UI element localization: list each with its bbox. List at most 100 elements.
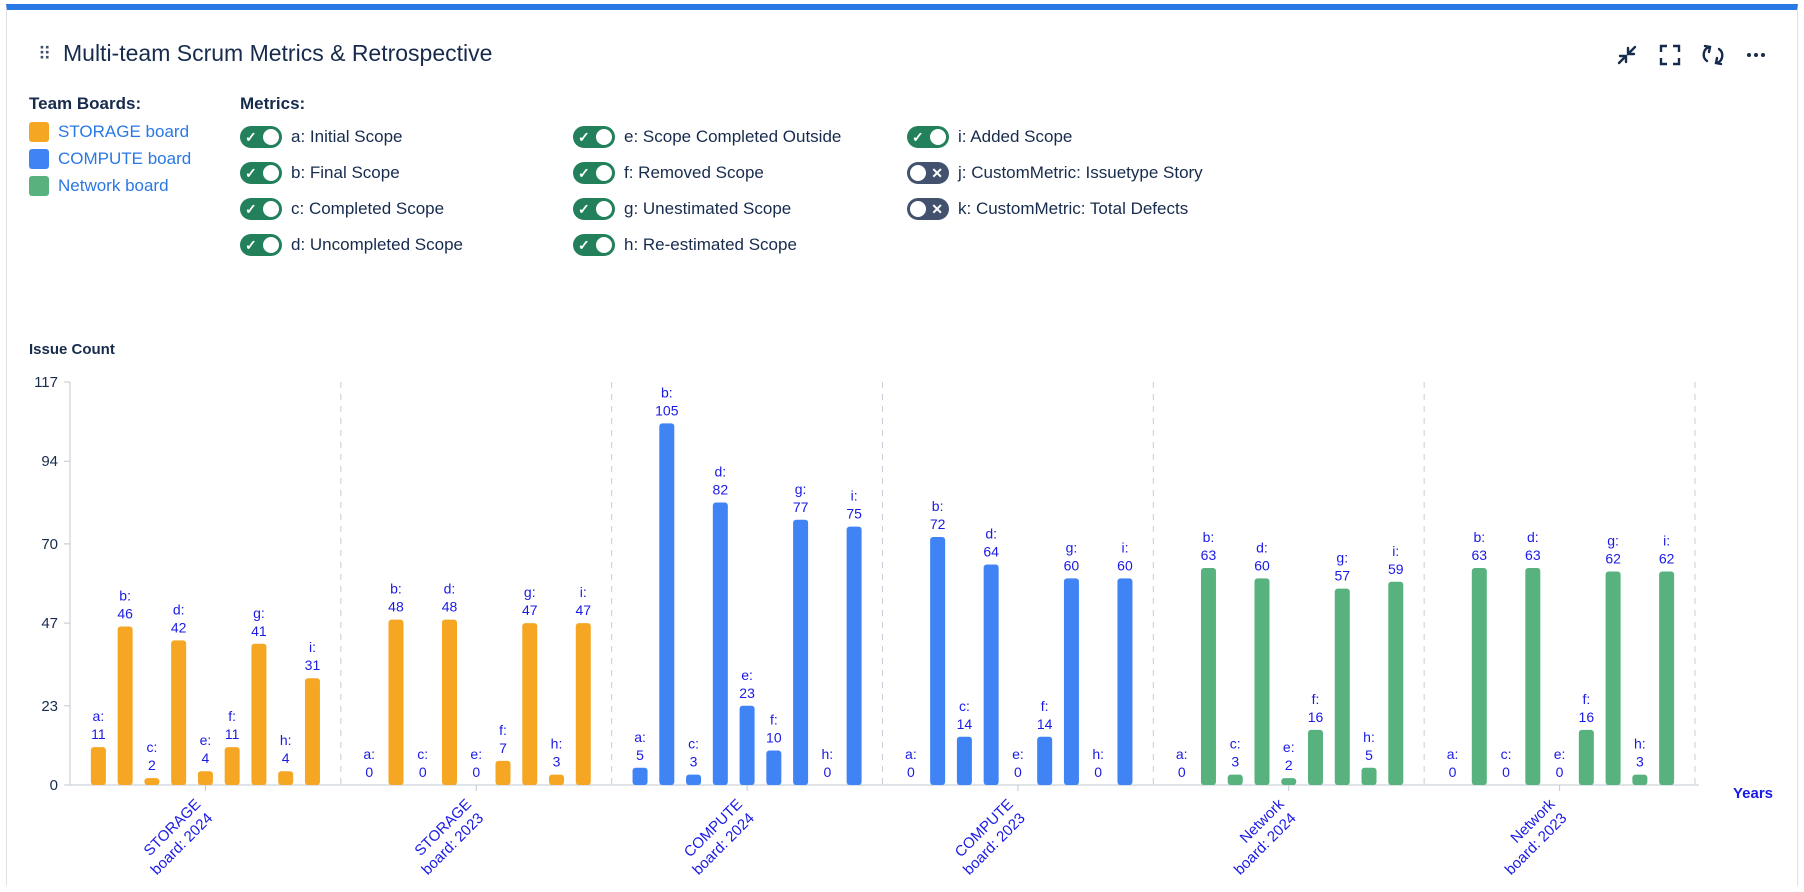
fullscreen-icon[interactable] — [1653, 38, 1687, 72]
metric-toggle-g[interactable]: ✓ g: Unestimated Scope — [573, 196, 791, 222]
data-label-letter: b: — [390, 581, 402, 597]
data-label-value: 3 — [690, 754, 698, 770]
data-label-letter: d: — [444, 581, 456, 597]
data-label-letter: f: — [770, 712, 778, 728]
toggle-switch[interactable]: ✓ — [573, 234, 615, 256]
toggle-switch[interactable]: ✓ — [240, 234, 282, 256]
data-label-letter: a: — [363, 746, 375, 762]
data-label-letter: b: — [1203, 529, 1215, 545]
data-label-letter: g: — [524, 584, 536, 600]
bar-d — [1525, 568, 1541, 785]
bar-h — [1632, 774, 1648, 785]
data-label-letter: c: — [959, 698, 970, 714]
metric-label: h: Re-estimated Scope — [624, 235, 797, 254]
bar-a — [632, 767, 648, 785]
data-label-value: 2 — [148, 757, 156, 773]
data-label-value: 0 — [823, 764, 831, 780]
toggle-switch[interactable]: ✓ — [573, 198, 615, 220]
legend-item-storage[interactable]: STORAGE board — [29, 118, 191, 145]
metric-toggle-d[interactable]: ✓ d: Uncompleted Scope — [240, 232, 463, 258]
data-label-value: 7 — [499, 740, 507, 756]
data-label-letter: b: — [661, 384, 673, 400]
data-label-letter: e: — [1283, 739, 1295, 755]
legend-swatch — [29, 175, 49, 196]
data-label-value: 59 — [1388, 561, 1404, 577]
data-label-value: 63 — [1201, 547, 1217, 563]
data-label-letter: e: — [1012, 746, 1024, 762]
metric-toggle-k[interactable]: ✕ k: CustomMetric: Total Defects — [907, 196, 1188, 222]
metric-toggle-i[interactable]: ✓ i: Added Scope — [907, 124, 1072, 150]
bar-e — [1281, 778, 1297, 785]
data-label-letter: g: — [1607, 532, 1619, 548]
data-label-value: 4 — [282, 750, 290, 766]
data-label-letter: i: — [1663, 532, 1670, 548]
check-icon: ✓ — [245, 129, 257, 145]
bar-d — [171, 640, 187, 785]
data-label-value: 63 — [1525, 547, 1541, 563]
data-label-value: 0 — [1556, 764, 1564, 780]
data-label-letter: g: — [1066, 539, 1078, 555]
metric-toggle-b[interactable]: ✓ b: Final Scope — [240, 160, 400, 186]
data-label-letter: b: — [932, 498, 944, 514]
toggle-switch[interactable]: ✕ — [907, 162, 949, 184]
metric-toggle-h[interactable]: ✓ h: Re-estimated Scope — [573, 232, 797, 258]
data-label-value: 82 — [713, 482, 729, 498]
more-icon[interactable] — [1739, 38, 1773, 72]
data-label-value: 5 — [636, 747, 644, 763]
toggle-switch[interactable]: ✓ — [907, 126, 949, 148]
data-label-letter: c: — [1230, 736, 1241, 752]
bar-h — [278, 771, 294, 785]
y-tick-label: 23 — [41, 698, 58, 715]
data-label-letter: i: — [1392, 543, 1399, 559]
data-label-letter: e: — [1554, 746, 1566, 762]
metric-toggle-c[interactable]: ✓ c: Completed Scope — [240, 196, 444, 222]
toggle-switch[interactable]: ✓ — [240, 126, 282, 148]
data-label-value: 60 — [1254, 557, 1270, 573]
data-label-value: 60 — [1117, 557, 1133, 573]
metric-label: d: Uncompleted Scope — [291, 235, 463, 254]
data-label-letter: i: — [1121, 539, 1128, 555]
collapse-icon[interactable] — [1610, 38, 1644, 72]
metric-toggle-j[interactable]: ✕ j: CustomMetric: Issuetype Story — [907, 160, 1203, 186]
bar-g — [793, 519, 809, 785]
dashboard-gadget: ⠿ Multi-team Scrum Metrics & Retrospecti… — [6, 4, 1798, 886]
data-label-value: 105 — [655, 402, 679, 418]
toggle-switch[interactable]: ✓ — [240, 198, 282, 220]
legend-swatch — [29, 121, 49, 142]
data-label-letter: b: — [1473, 529, 1485, 545]
bar-i — [575, 623, 591, 785]
check-icon: ✓ — [245, 201, 257, 217]
data-label-letter: c: — [688, 736, 699, 752]
data-label-letter: g: — [253, 605, 265, 621]
metric-label: b: Final Scope — [291, 163, 400, 182]
metric-toggle-a[interactable]: ✓ a: Initial Scope — [240, 124, 403, 150]
data-label-value: 11 — [225, 726, 240, 742]
toggle-switch[interactable]: ✓ — [240, 162, 282, 184]
bar-i — [1117, 578, 1133, 785]
data-label-letter: d: — [714, 464, 726, 480]
bar-b — [388, 619, 404, 785]
bar-i — [1659, 571, 1675, 785]
bar-b — [1200, 568, 1216, 785]
bar-i — [1388, 581, 1404, 785]
data-label-value: 64 — [983, 544, 999, 560]
data-label-value: 0 — [1094, 764, 1102, 780]
data-label-value: 48 — [442, 599, 458, 615]
data-label-value: 16 — [1308, 709, 1324, 725]
team-boards-title: Team Boards: — [29, 94, 142, 113]
toggle-switch[interactable]: ✕ — [907, 198, 949, 220]
legend-item-network[interactable]: Network board — [29, 172, 191, 199]
toggle-switch[interactable]: ✓ — [573, 126, 615, 148]
toggle-switch[interactable]: ✓ — [573, 162, 615, 184]
metrics-title: Metrics: — [240, 94, 306, 113]
metric-toggle-f[interactable]: ✓ f: Removed Scope — [573, 160, 764, 186]
data-label-letter: e: — [741, 667, 753, 683]
check-icon: ✓ — [578, 129, 590, 145]
data-label-letter: i: — [851, 488, 858, 504]
refresh-icon[interactable] — [1696, 38, 1730, 72]
drag-handle-icon[interactable]: ⠿ — [38, 44, 51, 64]
legend-item-compute[interactable]: COMPUTE board — [29, 145, 191, 172]
data-label-value: 60 — [1064, 557, 1080, 573]
metric-toggle-e[interactable]: ✓ e: Scope Completed Outside — [573, 124, 841, 150]
data-label-letter: h: — [822, 746, 834, 762]
